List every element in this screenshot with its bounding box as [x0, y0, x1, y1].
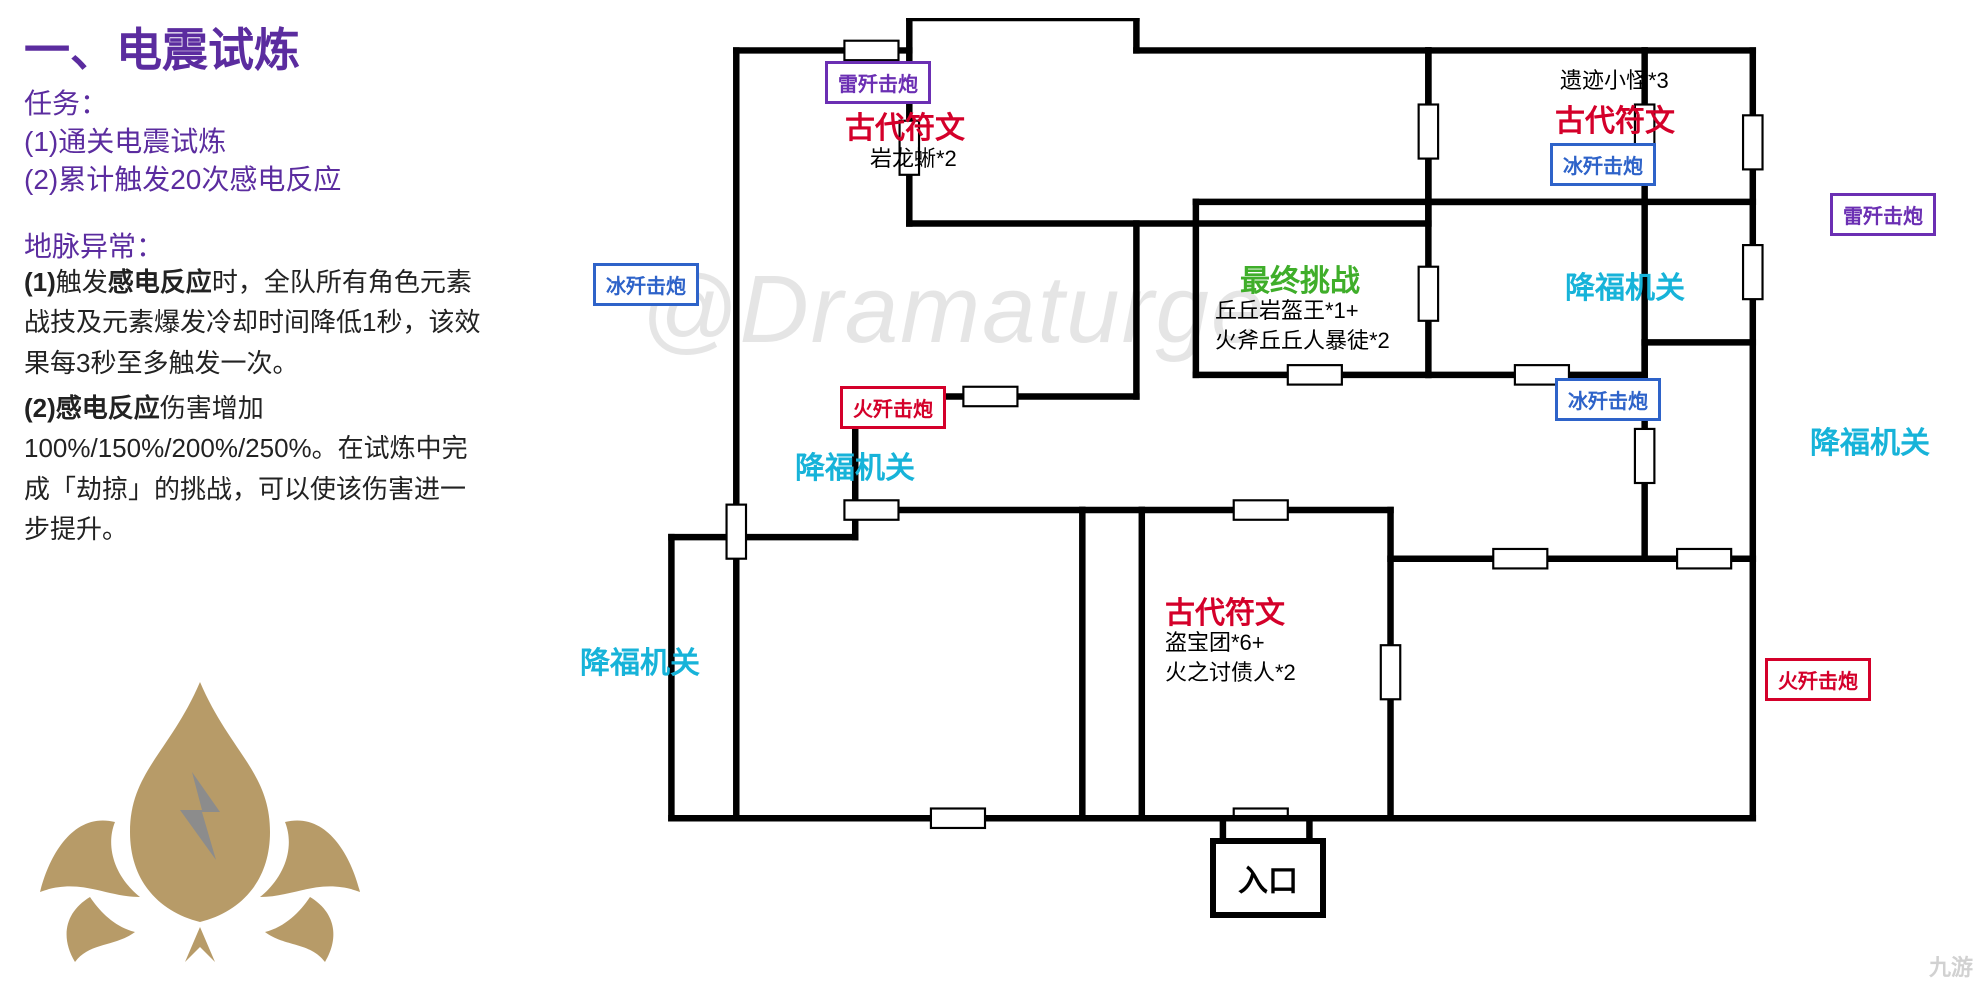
- room-bless-1: 降福机关: [1565, 263, 1685, 307]
- dungeon-map: 古代符文 岩龙蜥*2 古代符文 遗迹小怪*3 最终挑战 丘丘岩盔王*1+火斧丘丘…: [475, 18, 1960, 948]
- tag-fire-2: 火歼击炮: [1765, 658, 1871, 701]
- page-title: 一、电震试炼: [24, 14, 300, 80]
- tag-ice-1: 冰歼击炮: [593, 263, 699, 306]
- task-1: (1)通关电震试炼: [24, 120, 226, 160]
- tasks-header: 任务：: [24, 82, 108, 122]
- emblem-icon: [20, 662, 380, 962]
- room-bless-2: 降福机关: [1810, 418, 1930, 462]
- room-rune-3-sub: 盗宝团*6+火之讨债人*2: [1165, 628, 1296, 687]
- room-rune-3: 古代符文: [1165, 588, 1285, 632]
- anomaly-header: 地脉异常：: [24, 225, 164, 265]
- corner-watermark: 九游: [1929, 950, 1973, 982]
- room-bless-4: 降福机关: [580, 638, 700, 682]
- room-final-sub: 丘丘岩盔王*1+火斧丘丘人暴徒*2: [1215, 296, 1390, 355]
- tag-thunder-2: 雷歼击炮: [1830, 193, 1936, 236]
- tag-ice-2: 冰歼击炮: [1550, 143, 1656, 186]
- room-rune-2-sub: 遗迹小怪*3: [1560, 66, 1669, 96]
- room-final: 最终挑战: [1240, 256, 1360, 300]
- tag-ice-3: 冰歼击炮: [1555, 378, 1661, 421]
- anomaly-1: (1)触发感电反应时，全队所有角色元素战技及元素爆发冷却时间降低1秒，该效果每3…: [24, 262, 484, 383]
- entrance-label: 入口: [1210, 838, 1326, 918]
- tag-thunder-1: 雷歼击炮: [825, 61, 931, 104]
- room-bless-3: 降福机关: [795, 443, 915, 487]
- anomaly-2: (2)感电反应伤害增加100%/150%/200%/250%。在试炼中完成「劫掠…: [24, 388, 484, 549]
- tag-fire-1: 火歼击炮: [840, 386, 946, 429]
- task-2: (2)累计触发20次感电反应: [24, 158, 341, 198]
- room-rune-2: 古代符文: [1555, 96, 1675, 140]
- room-rune-1: 古代符文: [845, 103, 965, 147]
- room-rune-1-sub: 岩龙蜥*2: [870, 144, 957, 174]
